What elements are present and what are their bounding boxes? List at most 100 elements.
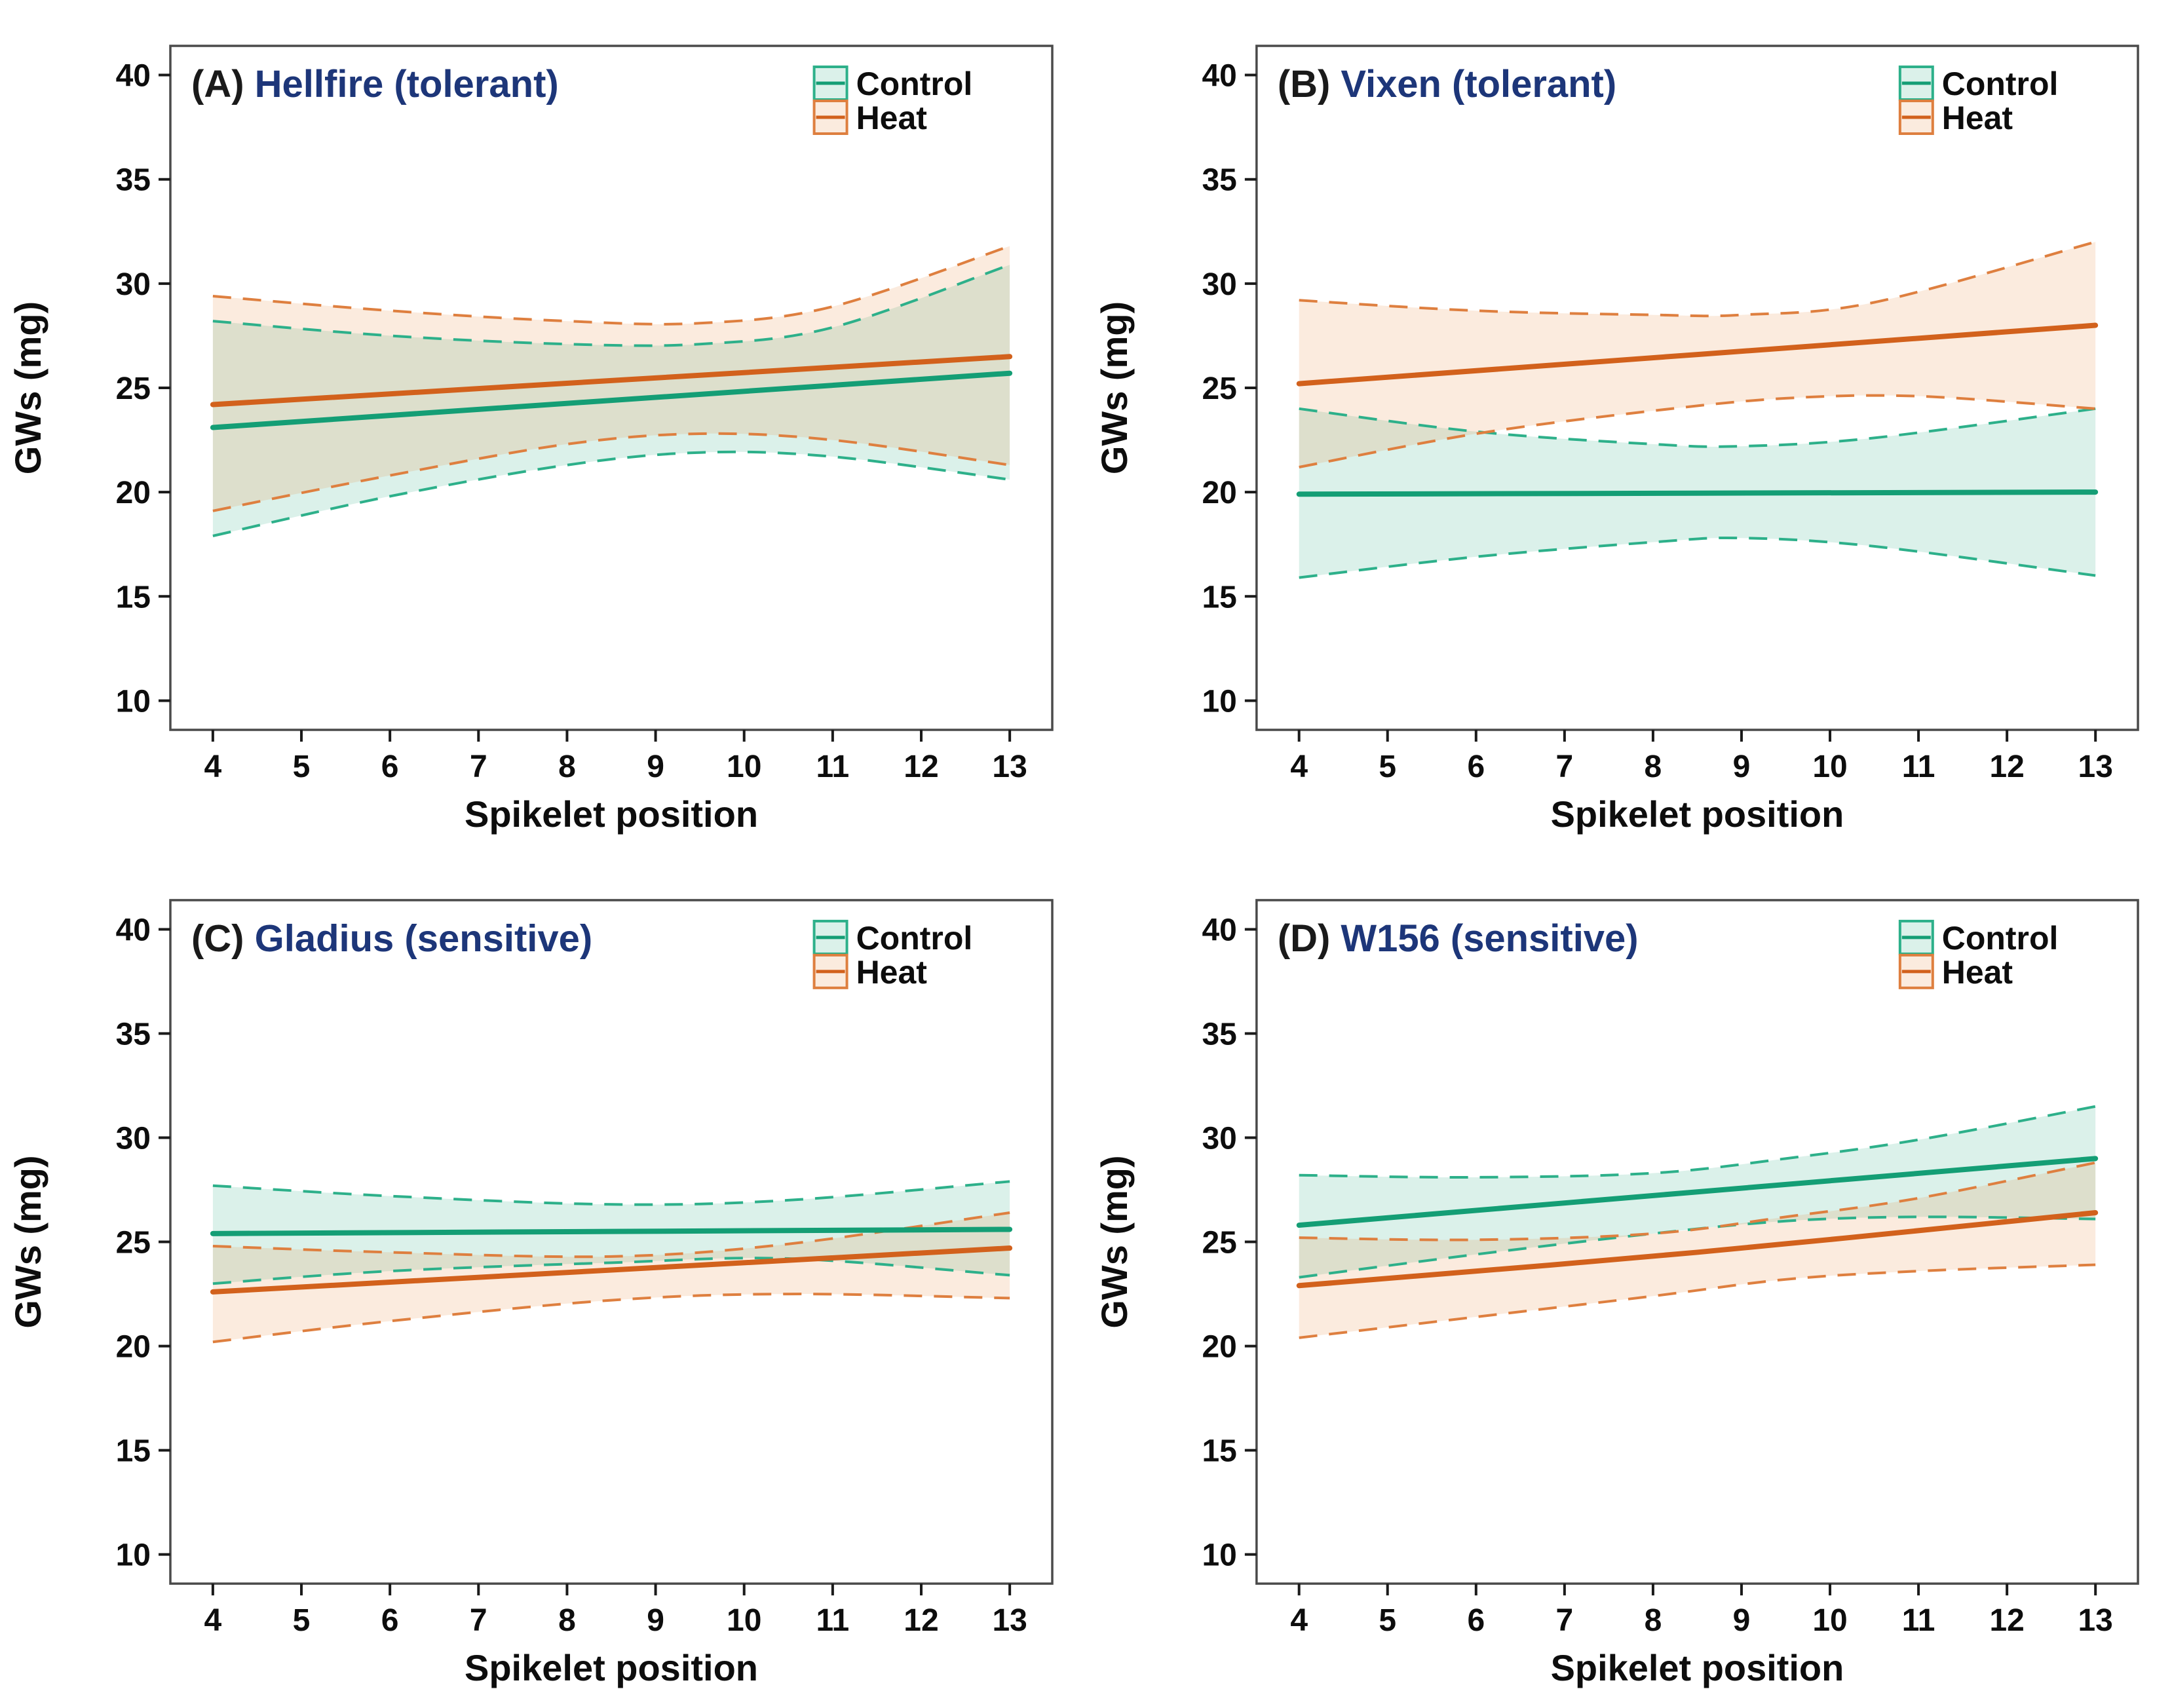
x-tick-label: 7 xyxy=(470,1603,487,1638)
y-tick-label: 20 xyxy=(116,476,151,510)
y-tick-label: 15 xyxy=(1202,1434,1237,1469)
y-tick-label: 40 xyxy=(116,59,151,94)
x-tick-label: 8 xyxy=(1645,750,1662,784)
panel-background xyxy=(1086,854,2172,1708)
legend-label-heat: Heat xyxy=(1942,100,2013,136)
y-tick-label: 30 xyxy=(1202,267,1237,302)
x-tick-label: 9 xyxy=(647,750,664,784)
x-tick-label: 13 xyxy=(2078,1603,2113,1638)
x-tick-label: 10 xyxy=(727,750,761,784)
y-tick-label: 40 xyxy=(1202,913,1237,947)
x-tick-label: 11 xyxy=(816,1603,849,1638)
panel-title: (D) W156 (sensitive) xyxy=(1278,918,1639,960)
x-tick-label: 5 xyxy=(293,1603,311,1638)
panel-background xyxy=(1086,0,2172,854)
x-tick-label: 6 xyxy=(1467,750,1485,784)
x-tick-label: 8 xyxy=(558,750,576,784)
x-tick-label: 12 xyxy=(1989,750,2024,784)
x-tick-label: 5 xyxy=(1379,750,1396,784)
y-axis-title: GWs (mg) xyxy=(1094,1155,1135,1328)
legend-label-control: Control xyxy=(856,66,973,102)
x-tick-label: 12 xyxy=(904,1603,938,1638)
y-tick-label: 30 xyxy=(116,1122,151,1156)
x-axis-title: Spikelet position xyxy=(465,793,758,835)
ci-edge-lower-heat xyxy=(212,1293,1010,1344)
panel-title-text: W156 (sensitive) xyxy=(1341,918,1638,960)
y-tick-label: 20 xyxy=(116,1330,151,1365)
x-tick-label: 6 xyxy=(381,750,399,784)
x-tick-label: 9 xyxy=(1733,1603,1751,1638)
x-tick-label: 9 xyxy=(647,1603,664,1638)
panel-hellfire: 10 15 20 25 30 35 40 4 5 6 7 8 9 10 11 12 13 Spikelet pos… xyxy=(0,0,1086,854)
ci-edge-lower-control xyxy=(1299,536,2096,579)
y-tick-label: 25 xyxy=(116,371,151,406)
y-axis-title: GWs (mg) xyxy=(7,1155,48,1328)
panel-title-text: Gladius (sensitive) xyxy=(255,918,593,960)
panel-letter: (B) xyxy=(1278,64,1341,105)
x-tick-label: 6 xyxy=(381,1603,399,1638)
legend-label-heat: Heat xyxy=(856,954,928,991)
y-tick-label: 10 xyxy=(116,1538,151,1573)
legend-label-heat: Heat xyxy=(1942,954,2013,991)
legend-label-control: Control xyxy=(1942,920,2059,957)
ci-edge-upper-control xyxy=(212,1180,1010,1206)
mean-line-control xyxy=(1296,489,2099,497)
x-tick-label: 12 xyxy=(904,750,938,784)
legend-label-control: Control xyxy=(1942,66,2059,102)
y-tick-label: 10 xyxy=(116,684,151,719)
x-tick-label: 7 xyxy=(470,750,487,784)
y-tick-label: 15 xyxy=(116,1434,151,1469)
mean-line-control xyxy=(210,1226,1013,1236)
mean-line-control xyxy=(1296,1156,2099,1228)
y-tick-label: 10 xyxy=(1202,684,1237,719)
x-tick-label: 4 xyxy=(204,750,222,784)
panel-title: (C) Gladius (sensitive) xyxy=(191,918,592,960)
x-tick-label: 11 xyxy=(1902,750,1935,784)
ci-edge-lower-control xyxy=(212,450,1010,537)
x-tick-label: 5 xyxy=(293,750,311,784)
y-tick-label: 35 xyxy=(1202,163,1237,198)
y-tick-label: 40 xyxy=(116,913,151,947)
x-tick-label: 10 xyxy=(1812,750,1847,784)
ci-edge-upper-control xyxy=(1299,407,2096,448)
y-axis-title: GWs (mg) xyxy=(7,301,48,474)
y-tick-label: 25 xyxy=(1202,1226,1237,1261)
x-tick-label: 4 xyxy=(204,1603,222,1638)
mean-line-heat xyxy=(210,354,1013,408)
ci-edge-lower-control xyxy=(212,1257,1010,1285)
panel-background xyxy=(0,0,1086,854)
ci-edge-upper-heat xyxy=(1299,240,2096,318)
x-tick-label: 8 xyxy=(1645,1603,1662,1638)
x-tick-label: 4 xyxy=(1290,1603,1308,1638)
y-tick-label: 30 xyxy=(1202,1122,1237,1156)
panel-letter: (A) xyxy=(191,63,255,105)
panel-gladius: 10 15 20 25 30 35 40 4 5 6 7 8 9 10 11 12 13 Spikelet pos… xyxy=(0,854,1086,1708)
x-tick-label: 13 xyxy=(2078,750,2113,784)
x-tick-label: 5 xyxy=(1379,1603,1396,1638)
x-tick-label: 10 xyxy=(727,1603,761,1638)
x-tick-label: 13 xyxy=(992,1603,1027,1638)
mean-line-heat xyxy=(1296,322,2099,387)
x-tick-label: 11 xyxy=(1902,1603,1935,1638)
panel-title-text: Vixen (tolerant) xyxy=(1341,64,1616,105)
x-tick-label: 13 xyxy=(992,750,1027,784)
x-tick-label: 6 xyxy=(1467,1603,1485,1638)
panel-title: (A) Hellfire (tolerant) xyxy=(191,63,559,105)
x-tick-label: 9 xyxy=(1733,750,1751,784)
y-tick-label: 30 xyxy=(116,267,151,302)
y-tick-label: 40 xyxy=(1202,59,1237,94)
y-tick-label: 10 xyxy=(1202,1538,1237,1573)
y-tick-label: 20 xyxy=(1202,1330,1237,1365)
y-tick-label: 35 xyxy=(1202,1017,1237,1052)
y-tick-label: 25 xyxy=(116,1226,151,1261)
panel-vixen: 10 15 20 25 30 35 40 4 5 6 7 8 9 10 11 12 13 Spikelet pos… xyxy=(1086,0,2172,854)
legend-label-control: Control xyxy=(856,920,973,957)
mean-line-heat xyxy=(210,1245,1013,1295)
x-axis-title: Spikelet position xyxy=(1551,793,1844,835)
y-tick-label: 20 xyxy=(1202,476,1237,510)
